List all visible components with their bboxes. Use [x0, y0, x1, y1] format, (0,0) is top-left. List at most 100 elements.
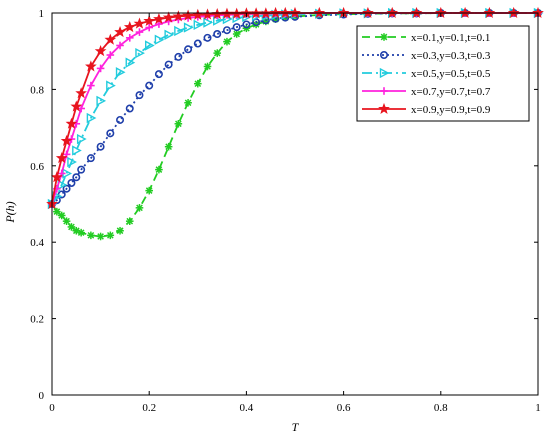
- data-point: [106, 129, 115, 138]
- data-point: [96, 64, 105, 73]
- data-point: [154, 34, 165, 45]
- y-tick-label: 0.4: [30, 237, 44, 249]
- data-point: [62, 217, 71, 225]
- data-point: [135, 91, 144, 100]
- data-point: [125, 57, 136, 68]
- legend-label: x=0.1,y=0.1,t=0.1: [411, 32, 490, 44]
- legend-entry: x=0.3,y=0.3,t=0.3: [362, 50, 491, 62]
- data-point: [203, 62, 212, 71]
- y-axis-label: P(h): [3, 201, 17, 223]
- data-point: [116, 226, 124, 235]
- y-tick-label: 1: [39, 8, 45, 20]
- data-point: [85, 60, 97, 72]
- data-point: [135, 28, 144, 36]
- data-point: [144, 40, 155, 51]
- x-tick-label: 0.6: [337, 402, 351, 414]
- data-point: [193, 19, 204, 31]
- data-point: [106, 80, 116, 91]
- legend-label: x=0.5,y=0.5,t=0.5: [411, 68, 491, 80]
- data-point: [145, 81, 154, 90]
- axes-layer: 0 0.2 0.4 0.6 0.8 1 0 0.2 0.4 0.6 0.8 1: [30, 8, 541, 414]
- data-point: [203, 33, 212, 42]
- data-point: [184, 45, 193, 54]
- data-point: [75, 87, 88, 99]
- data-point: [86, 112, 97, 124]
- data-point: [213, 30, 222, 39]
- data-point: [116, 115, 125, 124]
- data-point: [125, 34, 134, 42]
- data-point: [116, 41, 124, 50]
- legend-marker: [379, 67, 390, 79]
- data-point: [194, 79, 202, 88]
- legend-label: x=0.9,y=0.9,t=0.9: [411, 104, 491, 116]
- data-point: [213, 49, 222, 57]
- data-point: [87, 81, 95, 90]
- data-point: [87, 231, 95, 240]
- data-point: [135, 204, 144, 212]
- data-point: [203, 17, 214, 28]
- data-point: [174, 119, 183, 128]
- x-tick-label: 0.2: [142, 402, 156, 414]
- legend-label: x=0.7,y=0.7,t=0.7: [411, 86, 491, 98]
- data-point: [155, 165, 163, 174]
- data-point: [94, 45, 107, 57]
- data-point: [86, 154, 95, 163]
- data-point: [133, 17, 146, 29]
- legend-marker: [380, 87, 388, 95]
- data-point: [153, 12, 165, 25]
- data-point: [125, 217, 134, 225]
- data-point: [174, 52, 183, 61]
- data-point: [193, 39, 202, 48]
- data-point: [72, 173, 81, 182]
- plot-frame: [51, 12, 539, 396]
- data-point: [184, 98, 192, 107]
- legend-label: x=0.3,y=0.3,t=0.3: [411, 50, 491, 62]
- data-point: [96, 142, 105, 151]
- data-point: [145, 186, 153, 195]
- legend: x=0.1,y=0.1,t=0.1 x=0.3,y=0.3,t=0.3 x=0.5,…: [356, 25, 530, 122]
- data-point: [115, 67, 126, 78]
- legend-entry: x=0.1,y=0.1,t=0.1: [362, 32, 490, 44]
- data-point: [67, 178, 76, 187]
- x-tick-label: 0.4: [240, 402, 254, 414]
- data-point: [232, 30, 241, 38]
- data-point: [67, 156, 77, 168]
- data-point: [51, 171, 63, 183]
- legend-entry: x=0.9,y=0.9,t=0.9: [362, 102, 491, 116]
- data-point: [70, 100, 83, 112]
- data-point: [223, 37, 231, 46]
- data-point: [174, 25, 184, 37]
- data-point: [164, 60, 173, 69]
- data-point: [96, 232, 105, 241]
- y-tick-label: 0.2: [30, 314, 44, 326]
- data-point: [104, 33, 117, 45]
- data-point: [106, 231, 115, 240]
- data-point: [77, 228, 85, 237]
- legend-entry: x=0.7,y=0.7,t=0.7: [362, 86, 491, 98]
- series-line: [51, 12, 538, 238]
- legend-marker: [379, 50, 388, 59]
- x-tick-label: 0: [49, 402, 55, 414]
- series-line: [51, 12, 538, 205]
- data-point: [123, 20, 136, 33]
- data-point: [162, 11, 175, 23]
- data-point: [76, 133, 87, 145]
- y-tick-label: 0.8: [30, 84, 44, 96]
- data-point: [154, 70, 163, 79]
- data-point: [183, 22, 194, 33]
- data-point: [65, 117, 78, 129]
- data-point: [67, 223, 76, 231]
- data-point: [72, 145, 82, 156]
- data-point: [164, 29, 175, 40]
- x-tick-label: 1: [535, 402, 541, 414]
- data-point: [57, 211, 66, 220]
- data-point: [77, 165, 86, 174]
- data-point: [172, 10, 185, 22]
- data-point: [242, 20, 251, 29]
- x-axis-label: T: [292, 420, 300, 434]
- data-point: [62, 184, 71, 193]
- data-point: [114, 25, 126, 38]
- data-point: [135, 47, 145, 59]
- y-tick-label: 0: [39, 390, 45, 402]
